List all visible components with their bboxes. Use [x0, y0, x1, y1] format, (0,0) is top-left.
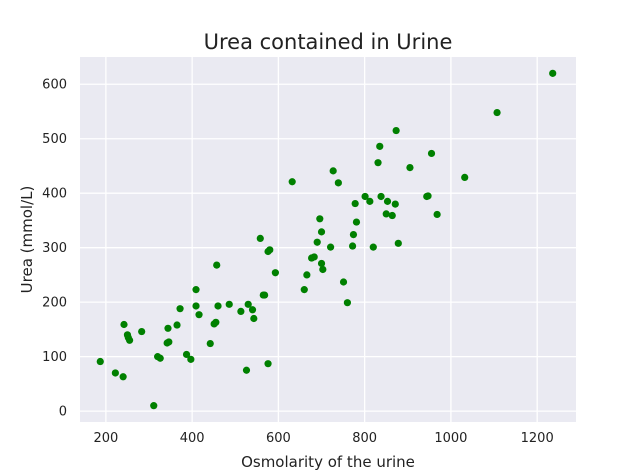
- y-tick-label: 400: [42, 187, 67, 202]
- data-point: [317, 259, 326, 268]
- data-point: [237, 307, 245, 316]
- data-point: [213, 261, 221, 269]
- data-point: [225, 300, 233, 308]
- data-point: [119, 373, 127, 381]
- data-point: [339, 278, 348, 286]
- data-point: [244, 300, 252, 308]
- data-point: [120, 320, 128, 329]
- data-point: [313, 238, 321, 246]
- data-point: [271, 269, 279, 277]
- data-point: [461, 173, 469, 181]
- data-point: [212, 318, 220, 326]
- data-point: [176, 305, 184, 313]
- data-point: [433, 210, 441, 219]
- data-point: [256, 234, 264, 243]
- x-tick-label: 1200: [521, 431, 554, 446]
- data-point: [111, 369, 119, 377]
- data-point: [248, 306, 257, 314]
- data-point: [376, 142, 384, 150]
- data-point: [214, 302, 222, 310]
- y-tick-label: 100: [42, 350, 67, 365]
- data-point: [195, 311, 203, 319]
- data-point: [206, 339, 214, 348]
- plot-area: [80, 57, 576, 422]
- data-point: [126, 336, 134, 344]
- data-points: [96, 69, 557, 410]
- data-point: [329, 167, 337, 175]
- data-point: [351, 199, 359, 208]
- y-tick-labels: 0 100 200 300 400 500 600: [42, 78, 67, 420]
- data-point: [96, 357, 104, 366]
- data-point: [242, 366, 251, 374]
- data-point: [303, 271, 311, 279]
- data-point: [164, 324, 172, 332]
- data-point: [388, 211, 396, 220]
- data-point: [343, 299, 352, 307]
- y-tick-label: 500: [42, 132, 67, 147]
- data-point: [391, 200, 399, 208]
- data-point: [250, 314, 258, 323]
- data-point: [187, 355, 195, 363]
- data-point: [264, 360, 272, 368]
- data-point: [377, 192, 385, 201]
- data-point: [310, 253, 318, 261]
- data-point: [349, 230, 358, 239]
- data-point: [300, 286, 308, 294]
- x-tick-label: 600: [266, 431, 291, 446]
- data-point: [182, 350, 191, 359]
- data-point: [394, 239, 402, 247]
- data-point: [165, 338, 173, 346]
- data-point: [549, 69, 557, 77]
- data-point: [326, 243, 335, 251]
- data-point: [260, 291, 269, 299]
- data-point: [406, 163, 414, 172]
- data-point: [288, 178, 296, 186]
- data-point: [317, 228, 326, 236]
- x-axis-label: Osmolarity of the urine: [241, 453, 415, 471]
- data-point: [493, 108, 501, 117]
- data-point: [319, 265, 327, 274]
- y-tick-label: 200: [42, 296, 67, 311]
- data-point: [374, 159, 382, 167]
- data-point: [173, 321, 181, 329]
- data-point: [316, 215, 324, 223]
- chart-title: Urea contained in Urine: [204, 30, 453, 54]
- data-point: [382, 210, 390, 218]
- data-point: [392, 126, 400, 135]
- data-point: [352, 218, 361, 226]
- data-point: [334, 179, 342, 187]
- x-tick-label: 1000: [434, 431, 467, 446]
- x-tick-labels: 200 400 600 800 1000 1200: [93, 431, 553, 446]
- data-point: [156, 354, 164, 362]
- grid: [80, 57, 576, 422]
- data-point: [150, 402, 158, 410]
- data-point: [361, 192, 369, 201]
- data-point: [369, 243, 377, 251]
- y-tick-label: 600: [42, 78, 67, 93]
- x-tick-label: 800: [352, 431, 377, 446]
- data-point: [366, 197, 374, 205]
- x-tick-label: 200: [93, 431, 118, 446]
- x-tick-label: 400: [180, 431, 205, 446]
- data-point: [383, 197, 392, 205]
- y-axis-label: Urea (mmol/L): [18, 186, 36, 294]
- data-point: [348, 242, 357, 250]
- y-tick-label: 0: [59, 405, 67, 420]
- data-point: [138, 327, 146, 336]
- data-point: [192, 286, 200, 294]
- y-tick-label: 300: [42, 241, 67, 256]
- data-point: [266, 246, 274, 254]
- data-point: [424, 192, 432, 200]
- data-point: [427, 149, 436, 158]
- data-point: [192, 302, 200, 310]
